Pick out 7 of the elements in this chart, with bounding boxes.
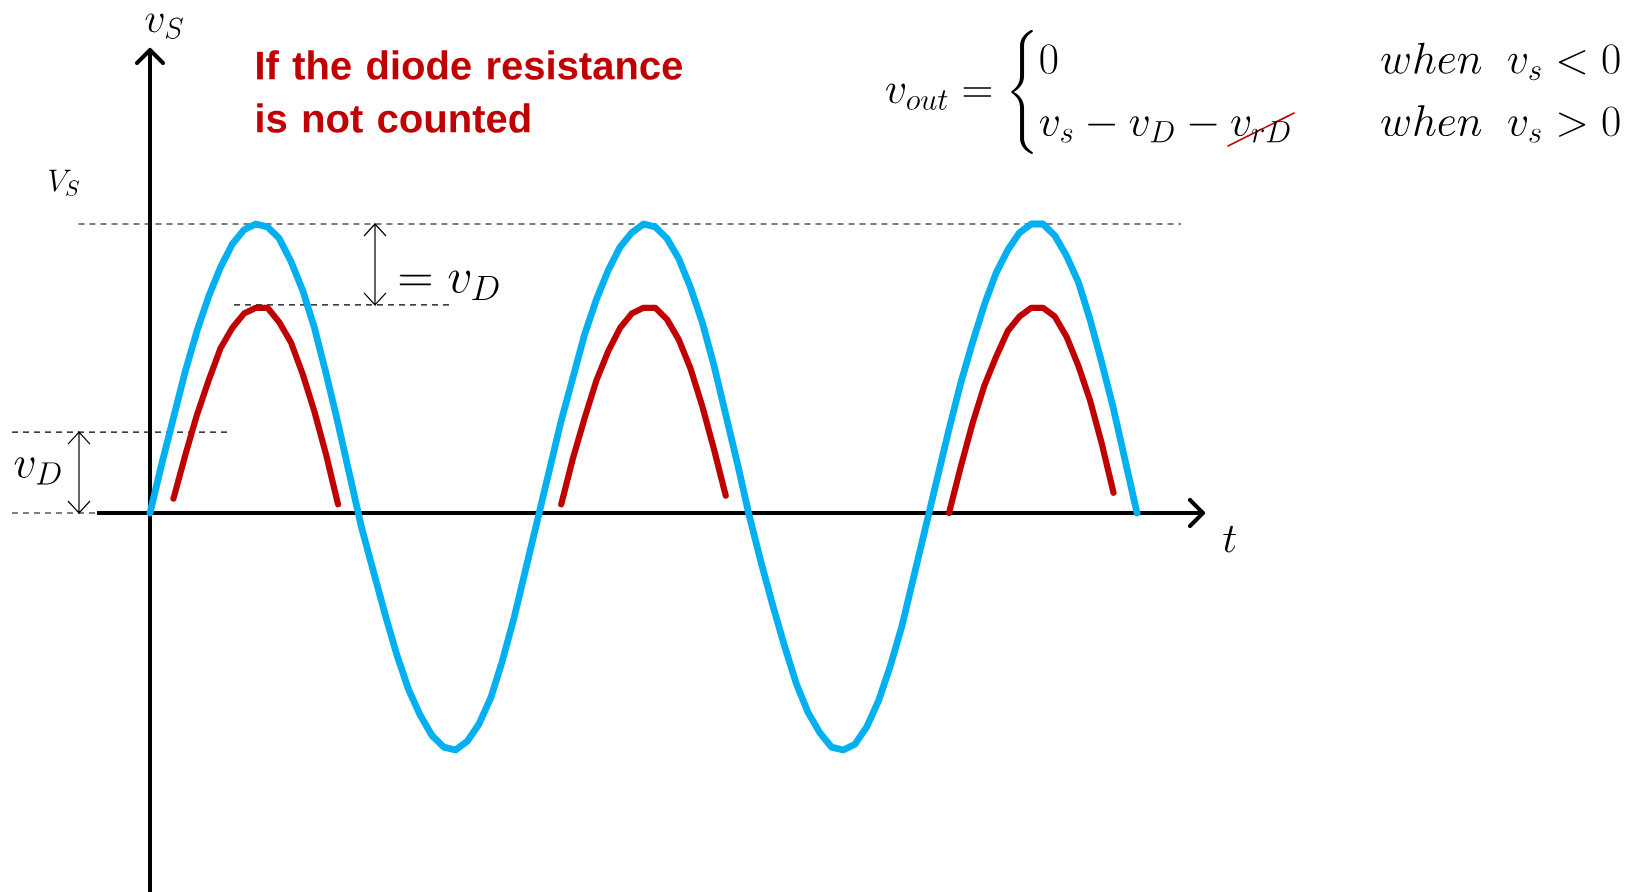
x-axis-title: $t$: [1223, 525, 1236, 553]
text: $v_S$: [145, 13, 183, 39]
text: $v_D$: [14, 457, 61, 485]
annotation: $= v_D$: [399, 270, 499, 300]
text: $v_{out} = \begin{cases} 0 & \quad when\ \ v_s < 0 \\ v_s - v_D - \cancel{v_{rD}} & \quad when\ \ v_s > 0 \end{cases}$: [886, 30, 1620, 154]
chart-title: If the diode resistance is not counted: [257, 50, 682, 133]
ref-line-label: $V_S$: [49, 169, 80, 197]
